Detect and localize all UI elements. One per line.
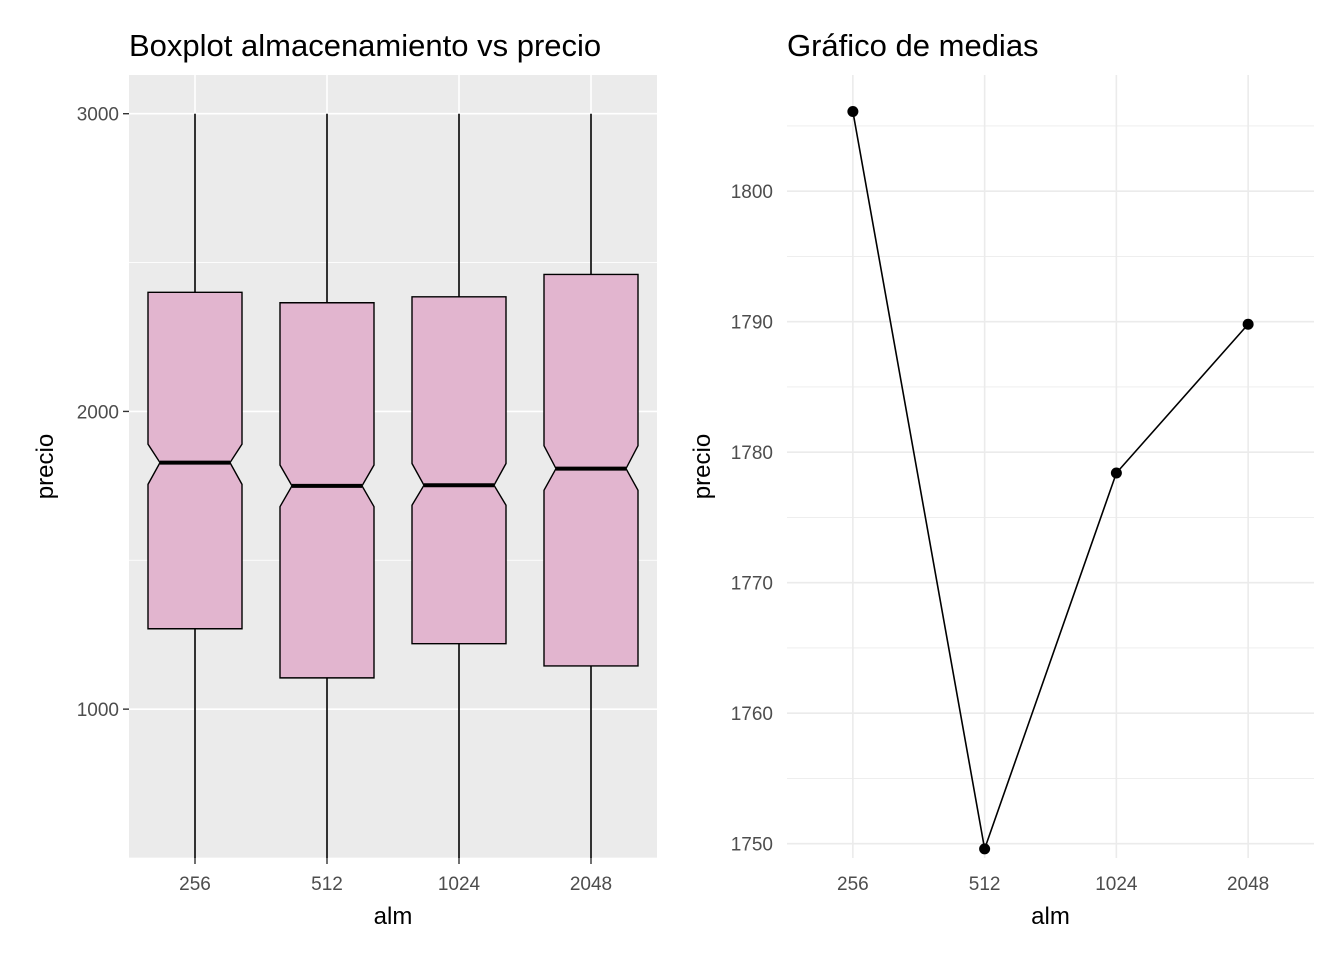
x-tick-label: 256: [837, 874, 869, 895]
x-tick-label: 256: [179, 874, 211, 895]
mean-point-1024: [1110, 467, 1122, 479]
box-512: [279, 302, 375, 679]
means-y-axis-title: precio: [689, 434, 716, 499]
y-tick-label: 1770: [731, 574, 773, 595]
y-tick-label: 1750: [731, 835, 773, 856]
boxplot-title: Boxplot almacenamiento vs precio: [129, 28, 601, 63]
means-title: Gráfico de medias: [787, 28, 1039, 63]
mean-point-512: [979, 843, 991, 855]
box-1024: [411, 296, 507, 645]
x-tick-label: 1024: [1095, 874, 1138, 895]
boxplot-marks: [147, 113, 639, 858]
y-tick-label: 1800: [731, 182, 773, 203]
boxplot-y-axis-title: precio: [32, 434, 59, 499]
boxplot-x-axis-title: alm: [374, 903, 413, 930]
y-tick-label: 2000: [77, 402, 119, 423]
x-tick-label: 2048: [1227, 874, 1269, 895]
means-line: [852, 111, 1249, 853]
mean-point-2048: [1242, 318, 1254, 330]
boxplot-chart: 1000 2000 3000 256 512 1024 2048 Boxplot almac…: [32, 28, 657, 930]
y-tick-label: 1000: [77, 700, 119, 721]
means-x-axis-title: alm: [1031, 903, 1070, 930]
y-tick-label: 1780: [731, 443, 773, 464]
y-tick-label: 1760: [731, 704, 773, 725]
x-tick-label: 1024: [438, 874, 481, 895]
x-tick-label: 512: [969, 874, 1001, 895]
y-tick-label: 3000: [77, 105, 119, 126]
x-tick-label: 2048: [570, 874, 612, 895]
y-tick-label: 1790: [731, 313, 773, 334]
mean-point-256: [847, 106, 859, 118]
boxplot-tick-labels: 1000 2000 3000 256 512 1024 2048: [77, 105, 612, 895]
means-gridlines: [787, 75, 1314, 858]
means-tick-labels: 1750 1760 1770 1780 1790 1800 256 512 1024 2048: [731, 182, 1270, 895]
x-tick-label: 512: [311, 874, 343, 895]
means-marks: [847, 106, 1254, 855]
means-chart: 1750 1760 1770 1780 1790 1800 256 512 1024 2048 G…: [689, 28, 1314, 930]
means-panel: [787, 75, 1314, 858]
box-256: [147, 291, 243, 630]
